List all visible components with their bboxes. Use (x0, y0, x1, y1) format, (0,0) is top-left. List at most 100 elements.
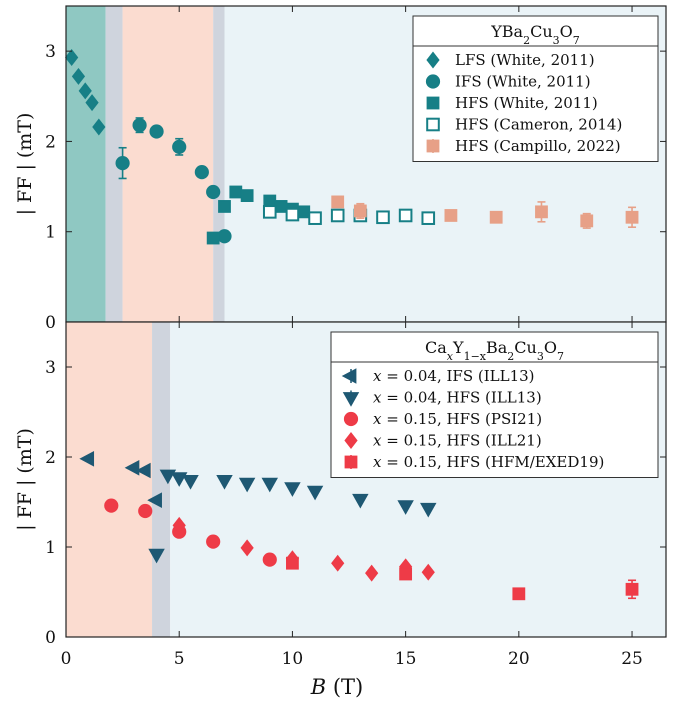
data-point (286, 556, 299, 570)
legend-label-var: x (373, 389, 382, 407)
field-region (122, 6, 214, 322)
data-point (421, 563, 435, 581)
data-point (238, 477, 256, 493)
legend-title-part: Ba (486, 338, 508, 357)
x-tick-label: 25 (621, 649, 643, 669)
data-point (206, 231, 220, 245)
data-point (218, 200, 231, 213)
data-point (285, 207, 300, 222)
data-point (306, 485, 324, 501)
data-point (365, 564, 379, 582)
legend-title-part: O (560, 22, 573, 41)
legend-label: LFS (White, 2011) (455, 51, 595, 69)
legend-label-var: x (373, 432, 382, 450)
legend-label-rest: = 0.15, HFS (PSI21) (381, 410, 542, 428)
data-point (625, 210, 639, 224)
legend-box (330, 331, 659, 478)
legend-label-rest: = 0.04, IFS (ILL13) (381, 367, 534, 385)
legend-box (412, 15, 659, 162)
data-point (240, 189, 254, 203)
legend-label: IFS (White, 2011) (455, 73, 591, 91)
data-point (206, 184, 221, 200)
data-point (194, 165, 209, 180)
data-point (115, 155, 130, 171)
data-point (217, 229, 232, 244)
x-tick-label: 20 (508, 649, 530, 669)
data-point (182, 475, 199, 490)
series-1 (148, 469, 437, 564)
data-point (79, 451, 95, 467)
legend-marker (426, 96, 440, 110)
legend-label: HFS (Cameron, 2014) (455, 116, 622, 134)
data-point (352, 493, 369, 509)
y-axis-label: | FF | (mT) (14, 428, 36, 531)
data-point (398, 208, 413, 223)
legend-label-rest: = 0.04, HFS (ILL13) (381, 389, 541, 407)
data-point (399, 567, 413, 581)
legend-label: HFS (White, 2011) (455, 94, 598, 112)
series-1 (115, 117, 232, 244)
series-0 (79, 451, 162, 508)
legend-label: HFS (Campillo, 2022) (455, 137, 621, 155)
y-tick-label: 3 (45, 358, 56, 378)
series-0 (65, 48, 106, 136)
legend-title-part: Ca (425, 338, 447, 357)
data-point (229, 185, 243, 199)
data-point (331, 195, 345, 209)
legend-marker (426, 139, 440, 153)
series-4 (286, 556, 639, 601)
legend-label: x = 0.15, HFS (PSI21) (373, 410, 542, 428)
data-point (262, 205, 277, 219)
series-4 (331, 195, 639, 229)
legend-marker (426, 117, 440, 132)
data-point (580, 214, 594, 228)
y-axis-label: | FF | (mT) (14, 113, 36, 216)
data-point (420, 502, 437, 518)
data-point (261, 477, 278, 493)
x-tick-label: 0 (61, 649, 72, 669)
y-tick-label: 1 (45, 223, 56, 243)
legend-label-var: x (373, 410, 382, 428)
data-point (274, 200, 288, 213)
legend-marker (343, 411, 359, 427)
legend-title-part: 1−x (464, 350, 487, 363)
data-point (85, 94, 99, 112)
data-point (625, 582, 639, 596)
data-point (216, 475, 233, 490)
legend-marker (426, 51, 440, 69)
data-point (104, 498, 119, 513)
legend-marker (425, 74, 441, 89)
data-point (240, 539, 254, 557)
data-point (206, 534, 221, 549)
y-tick-label: 2 (45, 132, 56, 152)
x-axis: B (T) 0 5 10 15 20 25 (61, 649, 643, 699)
data-point (308, 211, 322, 225)
data-point (512, 587, 526, 601)
legend-title-part: Cu (530, 22, 553, 41)
data-point (92, 118, 106, 136)
legend-title-part: O (544, 338, 557, 357)
field-region (213, 6, 225, 322)
data-point (330, 208, 345, 223)
legend-title-part: Cu (514, 338, 537, 357)
data-point (65, 48, 79, 66)
legend-title-part: Y (452, 338, 464, 357)
data-point (397, 500, 414, 515)
legend-label: x = 0.04, HFS (ILL13) (373, 389, 542, 407)
legend-label: x = 0.04, IFS (ILL13) (373, 367, 535, 385)
data-point (284, 482, 301, 497)
data-point (170, 472, 188, 487)
data-point (444, 209, 458, 222)
data-point (149, 124, 164, 139)
data-point (297, 205, 311, 219)
data-point (489, 210, 503, 224)
x-axis-label: B (T) (310, 675, 364, 699)
data-point (353, 204, 367, 218)
y-tick-label: 0 (45, 313, 56, 333)
x-tick-label: 15 (395, 649, 417, 669)
data-point (148, 548, 165, 564)
